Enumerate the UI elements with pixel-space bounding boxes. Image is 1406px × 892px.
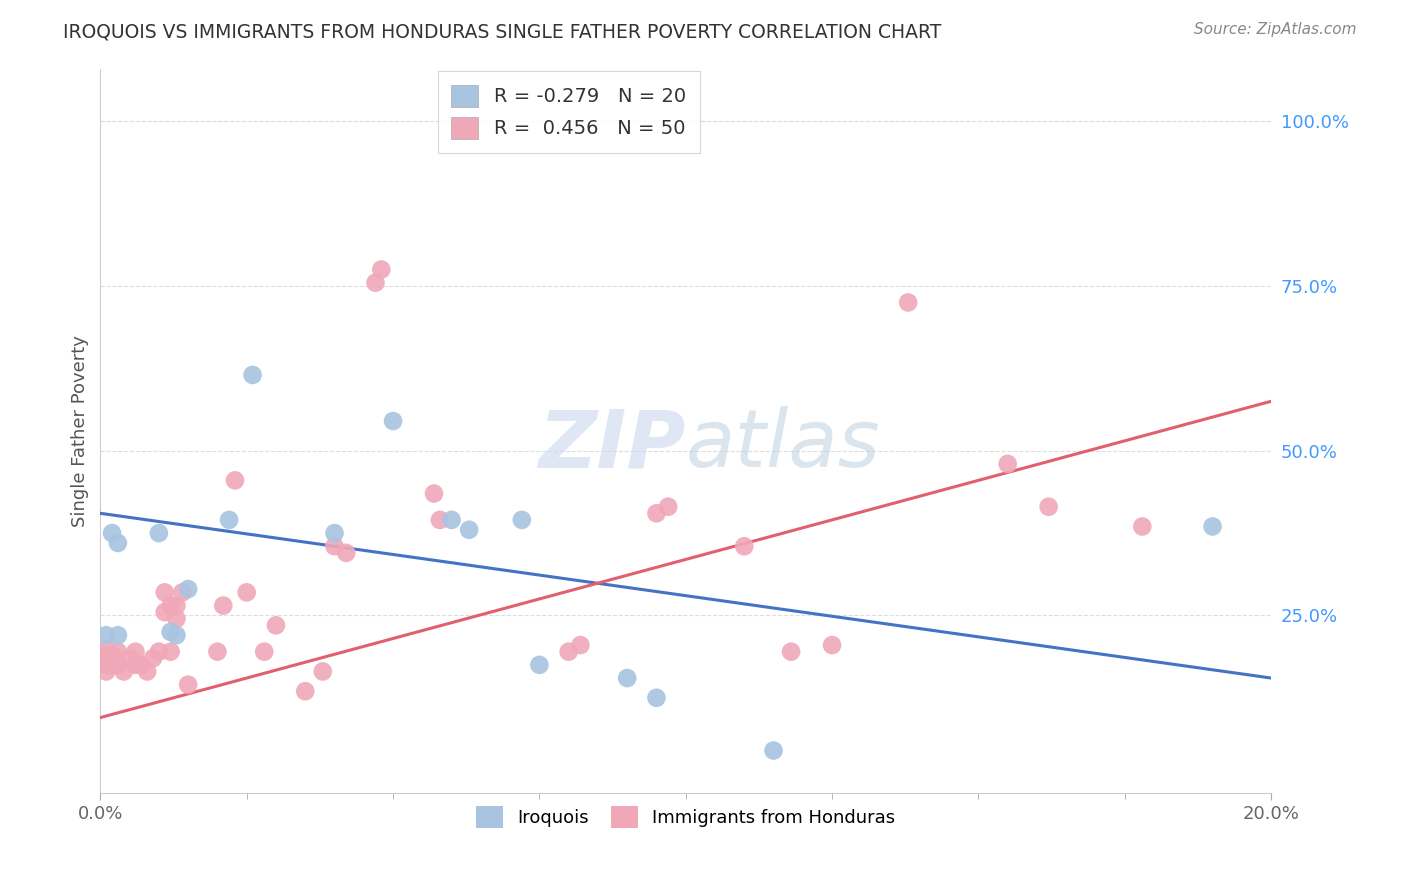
Point [323,526,346,541]
Point [159,599,181,613]
Point [107,657,129,672]
Point [440,513,463,527]
Point [382,414,405,428]
Point [242,368,264,382]
Point [148,526,170,541]
Point [159,624,181,639]
Point [1130,519,1153,533]
Point [429,513,451,527]
Point [569,638,592,652]
Point [107,628,129,642]
Y-axis label: Single Father Poverty: Single Father Poverty [72,335,89,527]
Point [112,665,135,679]
Text: Source: ZipAtlas.com: Source: ZipAtlas.com [1194,22,1357,37]
Point [153,585,176,599]
Point [101,526,124,541]
Point [96,665,118,679]
Point [997,457,1019,471]
Point [370,262,392,277]
Point [557,645,579,659]
Point [212,599,235,613]
Point [96,628,118,642]
Point [165,599,187,613]
Point [510,513,533,527]
Point [177,678,200,692]
Point [364,276,387,290]
Point [207,645,229,659]
Point [780,645,803,659]
Point [124,645,146,659]
Point [323,539,346,553]
Point [153,605,176,619]
Point [172,585,194,599]
Point [616,671,638,685]
Point [312,665,335,679]
Point [96,641,118,656]
Point [529,657,551,672]
Point [1038,500,1060,514]
Point [142,651,165,665]
Point [423,486,446,500]
Point [1201,519,1223,533]
Point [645,690,668,705]
Legend: Iroquois, Immigrants from Honduras: Iroquois, Immigrants from Honduras [468,798,903,835]
Point [96,648,118,662]
Point [335,546,357,560]
Point [224,474,246,488]
Point [177,582,200,596]
Point [96,655,118,669]
Point [118,651,141,665]
Point [645,506,668,520]
Point [131,657,153,672]
Point [107,645,129,659]
Point [218,513,240,527]
Text: IROQUOIS VS IMMIGRANTS FROM HONDURAS SINGLE FATHER POVERTY CORRELATION CHART: IROQUOIS VS IMMIGRANTS FROM HONDURAS SIN… [63,22,942,41]
Point [821,638,844,652]
Point [294,684,316,698]
Point [101,648,124,662]
Point [148,645,170,659]
Point [101,657,124,672]
Point [159,645,181,659]
Point [107,536,129,550]
Point [253,645,276,659]
Point [897,295,920,310]
Point [458,523,481,537]
Point [235,585,257,599]
Point [136,665,159,679]
Point [165,612,187,626]
Text: ZIP: ZIP [538,407,686,484]
Point [733,539,755,553]
Point [124,657,146,672]
Text: atlas: atlas [686,407,880,484]
Point [657,500,679,514]
Point [165,628,187,642]
Point [762,743,785,757]
Point [264,618,287,632]
Point [96,657,118,672]
